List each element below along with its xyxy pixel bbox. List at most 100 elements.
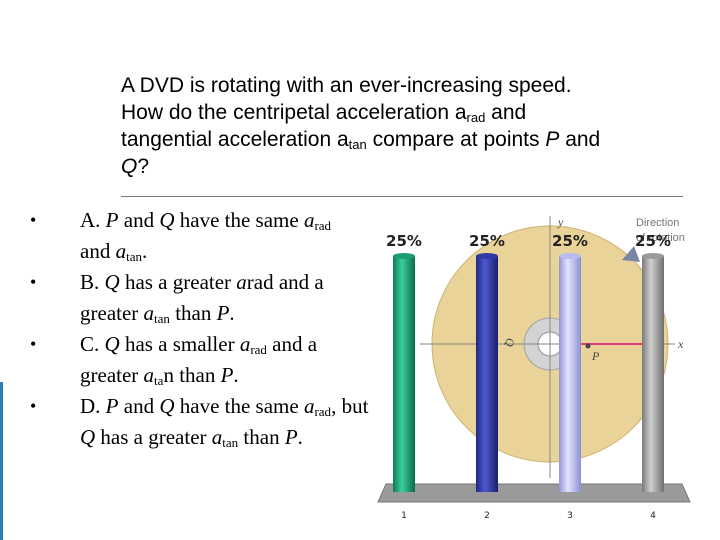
option-text: than bbox=[169, 301, 217, 325]
bullet-icon: • bbox=[30, 396, 37, 416]
option-subscript: rad bbox=[314, 218, 332, 233]
option-text: C. bbox=[80, 332, 105, 356]
question-text-fragment: compare at points bbox=[366, 128, 546, 151]
option-text: has a greater bbox=[95, 425, 212, 449]
option-symbol: a bbox=[143, 301, 155, 325]
option-text: . bbox=[141, 239, 148, 263]
bar-value-label-2: 25% bbox=[469, 232, 505, 250]
left-accent-strip bbox=[0, 382, 3, 540]
bar-cap-2 bbox=[476, 253, 498, 259]
option-subscript: tan bbox=[222, 435, 239, 450]
response-chart-svg: y x P Q Direction of rotation 25% 1 25% 2 25… bbox=[377, 215, 691, 521]
question-text-fragment: tangential acceleration bbox=[121, 128, 337, 151]
bar-cap-1 bbox=[393, 253, 415, 259]
option-subscript: rad bbox=[314, 404, 332, 419]
option-text: and a greater bbox=[80, 332, 318, 387]
answer-option-b[interactable]: • B. Q has a greater arad and a greater … bbox=[30, 267, 380, 329]
option-symbol: P bbox=[105, 394, 119, 418]
symbol-a: a bbox=[336, 128, 349, 151]
option-symbol: a bbox=[143, 363, 155, 387]
bar-cap-3 bbox=[559, 253, 581, 259]
option-text: has a smaller bbox=[119, 332, 240, 356]
option-symbol: P bbox=[216, 301, 230, 325]
option-subscript: tan bbox=[154, 311, 170, 326]
symbol-a: a bbox=[454, 101, 467, 124]
option-symbol: a bbox=[303, 208, 315, 232]
option-text: have the same bbox=[174, 208, 304, 232]
option-text: . bbox=[233, 363, 239, 387]
option-symbol: P bbox=[220, 363, 234, 387]
bullet-icon: • bbox=[30, 272, 37, 292]
option-symbol: Q bbox=[104, 332, 120, 356]
bar-value-label-4: 25% bbox=[635, 232, 671, 250]
chart-base-platform bbox=[377, 483, 691, 503]
option-symbol: Q bbox=[159, 394, 175, 418]
option-text: and bbox=[118, 394, 160, 418]
figure-label-p: P bbox=[591, 349, 600, 363]
option-symbol: a bbox=[236, 270, 247, 294]
bar-4 bbox=[642, 256, 664, 492]
response-chart: y x P Q Direction of rotation 25% 1 25% 2 25… bbox=[360, 208, 700, 530]
direction-label-line1: Direction bbox=[636, 217, 679, 229]
option-symbol: a bbox=[239, 332, 251, 356]
question-text-fragment: and bbox=[559, 128, 601, 151]
bar-cap-4 bbox=[642, 253, 664, 259]
subscript-rad: rad bbox=[466, 110, 486, 125]
axis-x-label: x bbox=[677, 337, 684, 351]
option-text: . bbox=[229, 301, 235, 325]
question-line-2: How do the centripetal acceleration arad… bbox=[121, 99, 681, 126]
bullet-icon: • bbox=[30, 210, 37, 230]
option-text: A. bbox=[80, 208, 106, 232]
option-text: and bbox=[118, 208, 160, 232]
option-symbol: P bbox=[105, 208, 119, 232]
figure-label-q: Q bbox=[503, 338, 517, 347]
option-text: have the same bbox=[174, 394, 304, 418]
question-text: A DVD is rotating with an ever-increasin… bbox=[121, 72, 681, 180]
bar-2 bbox=[476, 256, 498, 492]
question-line-1-text: A DVD is rotating with an ever-increasin… bbox=[121, 74, 572, 97]
bar-value-label-3: 25% bbox=[552, 232, 588, 250]
option-symbol: Q bbox=[104, 270, 120, 294]
rotation-arrow-icon bbox=[622, 246, 640, 262]
point-q-symbol: Q bbox=[121, 155, 138, 178]
answer-option-a[interactable]: • A. P and Q have the same arad and atan… bbox=[30, 205, 380, 267]
answer-option-d[interactable]: • D. P and Q have the same arad, but Q h… bbox=[30, 391, 380, 453]
category-label-2: 2 bbox=[484, 511, 490, 521]
option-subscript: rad bbox=[250, 342, 267, 357]
answer-options-list: • A. P and Q have the same arad and atan… bbox=[30, 205, 380, 453]
question-line-3: tangential acceleration atan compare at … bbox=[121, 126, 681, 153]
option-text: than bbox=[238, 425, 285, 449]
question-text-fragment: and bbox=[485, 101, 527, 124]
question-text-fragment: How do the centripetal acceleration bbox=[121, 101, 455, 124]
option-symbol: Q bbox=[80, 425, 96, 449]
option-text: and bbox=[80, 239, 116, 263]
option-text: D. bbox=[80, 394, 106, 418]
option-subscript: tan bbox=[126, 249, 142, 264]
option-symbol: Q bbox=[159, 208, 175, 232]
bar-1 bbox=[393, 256, 415, 492]
subscript-tan: tan bbox=[348, 137, 367, 152]
option-text: . bbox=[297, 425, 303, 449]
option-text: has a greater bbox=[119, 270, 237, 294]
option-symbol: a bbox=[303, 394, 315, 418]
direction-label-line2: of rotation bbox=[636, 232, 685, 244]
option-text: , but bbox=[331, 394, 369, 418]
point-p-dot bbox=[585, 343, 591, 349]
option-text: rad and a greater bbox=[80, 270, 324, 325]
question-mark: ? bbox=[137, 155, 150, 178]
option-text: B. bbox=[80, 270, 105, 294]
option-symbol: P bbox=[284, 425, 298, 449]
axis-y-label: y bbox=[557, 215, 564, 229]
point-p-symbol: P bbox=[545, 128, 560, 151]
bar-value-label-1: 25% bbox=[386, 232, 422, 250]
category-label-1: 1 bbox=[401, 511, 407, 521]
bar-3 bbox=[559, 256, 581, 492]
option-symbol: a bbox=[211, 425, 223, 449]
option-symbol: a bbox=[115, 239, 127, 263]
category-label-3: 3 bbox=[567, 511, 573, 521]
question-line-4: Q? bbox=[121, 153, 681, 180]
title-divider bbox=[121, 196, 683, 197]
answer-option-c[interactable]: • C. Q has a smaller arad and a greater … bbox=[30, 329, 380, 391]
option-text: n than bbox=[163, 363, 221, 387]
category-label-4: 4 bbox=[650, 511, 656, 521]
